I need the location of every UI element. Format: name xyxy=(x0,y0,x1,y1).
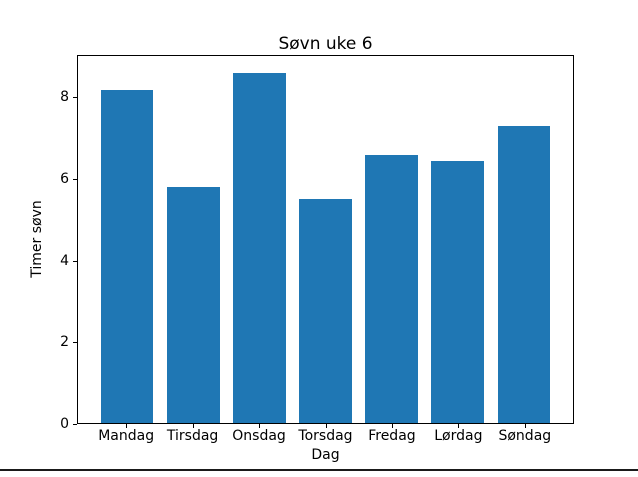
bar xyxy=(431,160,485,423)
x-tick-mark xyxy=(126,424,127,428)
chart-title: Søvn uke 6 xyxy=(278,34,373,54)
bar xyxy=(100,89,154,423)
y-tick-label: 2 xyxy=(60,334,69,351)
y-tick-mark xyxy=(73,342,77,343)
plot-area xyxy=(77,55,574,424)
x-tick-label: Lørdag xyxy=(434,428,483,444)
window-bottom-border xyxy=(0,469,638,471)
x-tick-mark xyxy=(458,424,459,428)
y-tick-mark xyxy=(73,424,77,425)
bar xyxy=(497,126,551,423)
x-tick-mark xyxy=(326,424,327,428)
bar xyxy=(166,187,220,423)
bar xyxy=(365,154,419,423)
x-tick-label: Onsdag xyxy=(232,428,286,444)
x-tick-label: Torsdag xyxy=(298,428,353,444)
x-axis-label: Dag xyxy=(311,447,340,463)
x-tick-label: Fredag xyxy=(368,428,416,444)
y-tick-label: 0 xyxy=(60,416,69,432)
y-tick-label: 4 xyxy=(60,252,69,269)
y-tick-mark xyxy=(73,261,77,262)
x-tick-mark xyxy=(392,424,393,428)
x-tick-mark xyxy=(259,424,260,428)
y-tick-mark xyxy=(73,97,77,98)
y-tick-mark xyxy=(73,179,77,180)
x-tick-label: Søndag xyxy=(498,428,552,444)
x-tick-label: Mandag xyxy=(98,428,155,444)
x-tick-mark xyxy=(525,424,526,428)
y-tick-label: 6 xyxy=(60,170,69,187)
bar xyxy=(232,73,286,423)
x-tick-label: Tirsdag xyxy=(166,428,219,444)
bar xyxy=(299,199,352,423)
x-tick-mark xyxy=(193,424,194,428)
y-tick-label: 8 xyxy=(60,89,69,106)
